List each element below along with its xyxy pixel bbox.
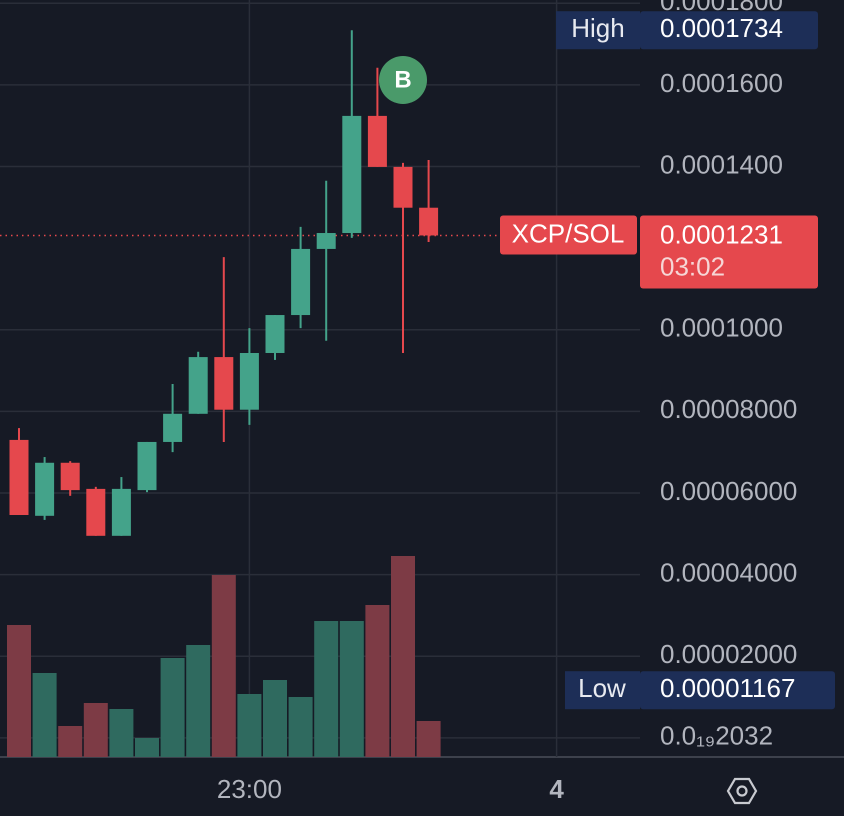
volume-bar — [211, 575, 236, 757]
y-tick-label: 0.0001600 — [660, 68, 783, 98]
volume-bar — [135, 738, 159, 757]
x-tick-label: 4 — [549, 774, 564, 804]
volume-bar — [314, 621, 339, 757]
volume-bar — [160, 658, 185, 757]
volume-bar — [416, 721, 441, 757]
countdown: 03:02 — [660, 251, 725, 281]
candle-body — [239, 352, 259, 410]
candle-body — [367, 115, 387, 167]
candle-body — [342, 115, 362, 234]
candle-body — [291, 248, 311, 316]
y-tick-label: 0.0₁₉2032 — [660, 721, 773, 751]
candle-body — [393, 166, 413, 208]
y-tick-label: 0.0001000 — [660, 313, 783, 343]
candle-body — [316, 233, 336, 249]
candle-body — [188, 357, 208, 414]
candle-body — [86, 488, 106, 536]
low-value: 0.00001167 — [660, 673, 795, 703]
high-label: High — [571, 13, 624, 43]
candle-body — [60, 462, 80, 491]
candle-body — [419, 207, 439, 236]
candle-layer — [9, 30, 439, 536]
candle-body — [265, 315, 285, 353]
volume-bar — [365, 605, 390, 757]
candle-body — [9, 439, 29, 516]
symbol-label-box — [500, 215, 637, 255]
high-label-box — [556, 11, 640, 50]
candle-body — [163, 413, 183, 442]
trade-marker — [379, 56, 427, 104]
candle-body — [137, 441, 157, 491]
symbol-label: XCP/SOL — [512, 218, 625, 248]
high-value: 0.0001734 — [660, 13, 783, 43]
candle-body — [35, 462, 55, 516]
volume-bar — [32, 673, 57, 757]
volume-bar — [339, 621, 364, 757]
low-value-box — [640, 671, 835, 710]
x-tick-label: 23:00 — [217, 774, 282, 804]
volume-bar — [263, 680, 287, 757]
volume-bar — [109, 709, 134, 757]
candle-body — [111, 488, 131, 536]
y-tick-label: 0.00004000 — [660, 557, 797, 587]
y-tick-label: 0.00008000 — [660, 394, 797, 424]
last-price-box — [640, 215, 818, 289]
volume-bar — [391, 556, 415, 757]
volume-bar — [7, 625, 31, 757]
candle-body — [214, 357, 234, 410]
volume-bar — [288, 697, 313, 757]
volume-bar — [83, 703, 108, 757]
settings-icon[interactable] — [726, 777, 758, 805]
low-label: Low — [578, 673, 626, 703]
volume-layer — [7, 556, 441, 757]
volume-bar — [58, 726, 83, 757]
settings-dot[interactable] — [736, 785, 748, 797]
y-tick-label: 0.0001400 — [660, 149, 783, 179]
y-tick-label: 0.00002000 — [660, 639, 797, 669]
volume-bar — [186, 645, 211, 757]
y-tick-label: 0.00006000 — [660, 476, 797, 506]
volume-bar — [237, 694, 262, 757]
trade-marker-label: B — [394, 66, 411, 93]
high-value-box — [640, 11, 818, 50]
settings-hexagon[interactable] — [726, 777, 758, 805]
low-label-box — [565, 671, 640, 710]
last-price-label: 0.0001231 — [660, 219, 783, 249]
